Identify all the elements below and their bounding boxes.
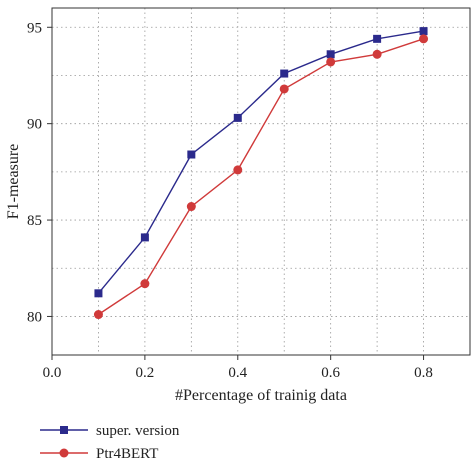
x-tick-label: 0.0 [43, 365, 62, 381]
axis-ticks: 0.0 0.2 0.4 0.6 0.8 80 85 90 95 [27, 20, 433, 381]
y-tick-label: 85 [27, 213, 42, 229]
x-tick-label: 0.4 [228, 365, 247, 381]
data-point [93, 310, 103, 320]
data-point [280, 69, 289, 78]
x-tick-label: 0.6 [321, 365, 340, 381]
legend: super. version Ptr4BERT [40, 423, 180, 462]
x-axis-label: #Percentage of trainig data [175, 387, 347, 404]
data-point [140, 233, 149, 242]
legend-label: Ptr4BERT [96, 446, 158, 462]
data-point [372, 49, 382, 59]
data-point [419, 27, 428, 36]
legend-marker [60, 426, 68, 434]
legend-item: super. version [40, 423, 180, 439]
data-point [419, 34, 429, 44]
series-line [97, 30, 424, 294]
data-point [326, 50, 335, 59]
data-point [373, 34, 382, 43]
series-line [98, 38, 424, 316]
y-tick-label: 90 [27, 117, 42, 133]
y-tick-label: 95 [27, 20, 42, 36]
legend-item: Ptr4BERT [40, 446, 158, 462]
data-point [233, 113, 242, 122]
series-1 [94, 27, 428, 298]
legend-marker [59, 448, 69, 458]
series-layer [93, 27, 429, 320]
data-point [187, 150, 196, 159]
legend-label: super. version [96, 423, 180, 439]
data-point [326, 57, 336, 67]
data-point [94, 289, 103, 298]
x-tick-label: 0.2 [136, 365, 155, 381]
y-axis-label: F1-measure [5, 144, 22, 220]
data-point [186, 202, 196, 212]
plot-frame [51, 7, 471, 356]
x-tick-label: 0.8 [414, 365, 433, 381]
y-tick-label: 80 [27, 309, 42, 325]
data-point [140, 279, 150, 289]
data-point [279, 84, 289, 94]
data-point [233, 165, 243, 175]
series-2 [93, 34, 429, 320]
